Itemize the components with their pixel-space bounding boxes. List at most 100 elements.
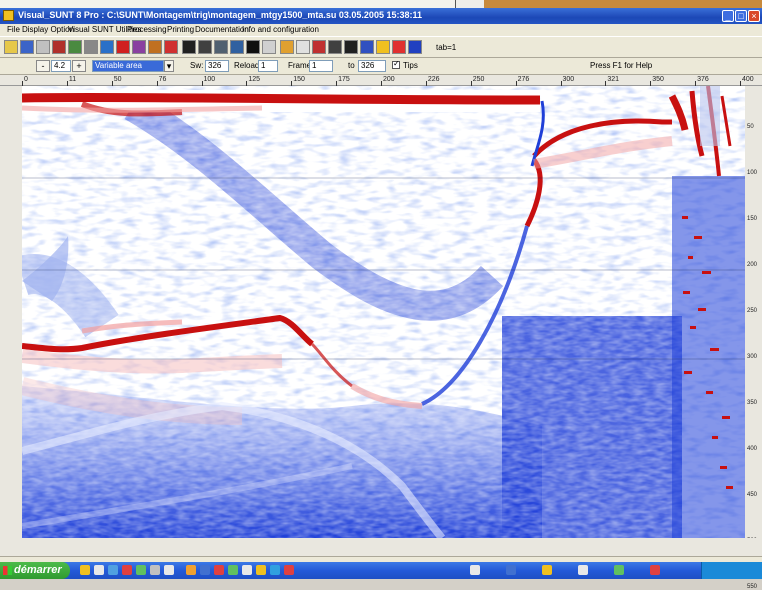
taskbar-app-icon[interactable] (506, 565, 516, 575)
taskbar-app-icon[interactable] (108, 565, 118, 575)
trace-ruler: 0 11 50 76 100 125 150 175 200 226 250 276 300 321 350… (0, 75, 762, 86)
print-icon[interactable] (36, 40, 50, 54)
ruler-label: 200 (383, 76, 395, 83)
taskbar-app-icon[interactable] (94, 565, 104, 575)
dot-icon[interactable] (408, 40, 422, 54)
ruler-tick (22, 81, 23, 86)
taskbar-app-icon[interactable] (284, 565, 294, 575)
square-icon[interactable] (246, 40, 260, 54)
ruler-tick (515, 81, 517, 86)
ruler-label: 350 (652, 76, 664, 83)
erase-icon[interactable] (296, 40, 310, 54)
ruler-label: 76 (158, 76, 167, 83)
help-hint: Press F1 for Help (590, 61, 653, 70)
minimize-icon[interactable]: _ (722, 10, 734, 22)
depth-label: 300 (747, 354, 758, 360)
depth-label: 100 (747, 170, 758, 176)
taskbar-app-icon[interactable] (164, 565, 174, 575)
ruler-label: 376 (697, 76, 709, 83)
menu-processing[interactable]: Processing (127, 25, 167, 34)
taskbar-app-icon[interactable] (578, 565, 588, 575)
equal-icon[interactable] (312, 40, 326, 54)
taskbar-app-icon[interactable] (214, 565, 224, 575)
taskbar-app-icon[interactable] (650, 565, 660, 575)
chart-icon[interactable] (52, 40, 66, 54)
maximize-icon[interactable]: □ (735, 10, 747, 22)
frame-field[interactable]: 1 (309, 60, 333, 72)
depth-label: 450 (747, 492, 758, 498)
depth-ruler: 50100150200250300350400450500550 (745, 86, 762, 590)
box-icon[interactable] (328, 40, 342, 54)
taskbar-app-icon[interactable] (614, 565, 624, 575)
table-icon[interactable] (84, 40, 98, 54)
frame-label: Frame (288, 61, 312, 70)
taskbar-app-icon[interactable] (150, 565, 160, 575)
ruler-label: 276 (517, 76, 530, 83)
tips-checkbox[interactable] (392, 59, 400, 69)
start-button[interactable]: démarrer (0, 562, 70, 579)
cursor-icon[interactable] (262, 40, 276, 54)
taskbar-app-icon[interactable] (270, 565, 280, 575)
taskbar-app-icon[interactable] (200, 565, 210, 575)
ruler-label: 50 (113, 76, 122, 83)
zoom-field[interactable]: 4.2 (51, 60, 71, 72)
menu-visual-sunt-utilities[interactable]: Visual SUNT Utilities (68, 25, 142, 34)
fit-icon[interactable] (214, 40, 228, 54)
triangle-icon[interactable] (344, 40, 358, 54)
taskbar-app-icon[interactable] (228, 565, 238, 575)
title-bar[interactable]: Visual_SUNT 8 Pro : C:\SUNT\Montagem\tri… (0, 8, 762, 24)
record-icon[interactable] (392, 40, 406, 54)
increase-button[interactable]: + (72, 60, 86, 72)
bars-icon[interactable] (360, 40, 374, 54)
menu-info-configuration[interactable]: Info and configuration (242, 25, 319, 34)
zoom-icon[interactable] (198, 40, 212, 54)
stop-icon[interactable] (116, 40, 130, 54)
open-icon[interactable] (4, 40, 18, 54)
depth-label: 550 (747, 584, 758, 590)
ruler-label: 175 (338, 76, 350, 83)
trace-icon[interactable] (148, 40, 162, 54)
close-icon[interactable]: × (748, 10, 760, 22)
trace-field[interactable]: 326 (205, 60, 229, 72)
color-icon[interactable] (376, 40, 390, 54)
menu-documentation[interactable]: Documentation (195, 25, 249, 34)
ruler-tick (605, 81, 607, 86)
menu-printing[interactable]: Printing (167, 25, 195, 34)
taskbar-app-icon[interactable] (470, 565, 480, 575)
app-icon[interactable] (3, 10, 14, 21)
taskbar-app-icon[interactable] (242, 565, 252, 575)
taskbar-app-icon[interactable] (186, 565, 196, 575)
globe-icon[interactable] (100, 40, 114, 54)
chevron-down-icon[interactable]: ▾ (164, 60, 174, 72)
reload-field[interactable]: 1 (258, 60, 278, 72)
left-margin (0, 86, 22, 556)
bottom-margin (0, 538, 762, 556)
ruler-tick (381, 81, 382, 86)
taskbar-app-icon[interactable] (256, 565, 266, 575)
taskbar-app-icon[interactable] (136, 565, 146, 575)
seismic-section[interactable] (22, 86, 745, 538)
to-field[interactable]: 326 (358, 60, 386, 72)
taskbar-app-icon[interactable] (542, 565, 552, 575)
decrease-button[interactable]: - (36, 60, 50, 72)
ruler-label: 0 (24, 76, 28, 83)
wiggle-icon[interactable] (182, 40, 196, 54)
pencil-icon[interactable] (280, 40, 294, 54)
taskbar-app-icon[interactable] (80, 565, 90, 575)
save-icon[interactable] (20, 40, 34, 54)
display-mode-select[interactable]: Variable area (92, 60, 164, 72)
page-indicator: tab=1 (436, 43, 457, 52)
menu-file[interactable]: File (7, 25, 20, 34)
window-icon[interactable] (230, 40, 244, 54)
status-bar (0, 556, 762, 562)
system-tray[interactable] (701, 562, 762, 579)
ruler-label: 150 (293, 76, 305, 83)
grid-icon[interactable] (68, 40, 82, 54)
parameters-bar: - 4.2 + Variable area ▾ Sw: 326 Reload 1… (0, 58, 762, 75)
filter-icon[interactable] (132, 40, 146, 54)
pin-icon[interactable] (164, 40, 178, 54)
ruler-label: 100 (203, 76, 216, 83)
menu-display-option[interactable]: Display Option (22, 25, 75, 34)
taskbar-app-icon[interactable] (122, 565, 132, 575)
depth-label: 50 (747, 124, 754, 130)
